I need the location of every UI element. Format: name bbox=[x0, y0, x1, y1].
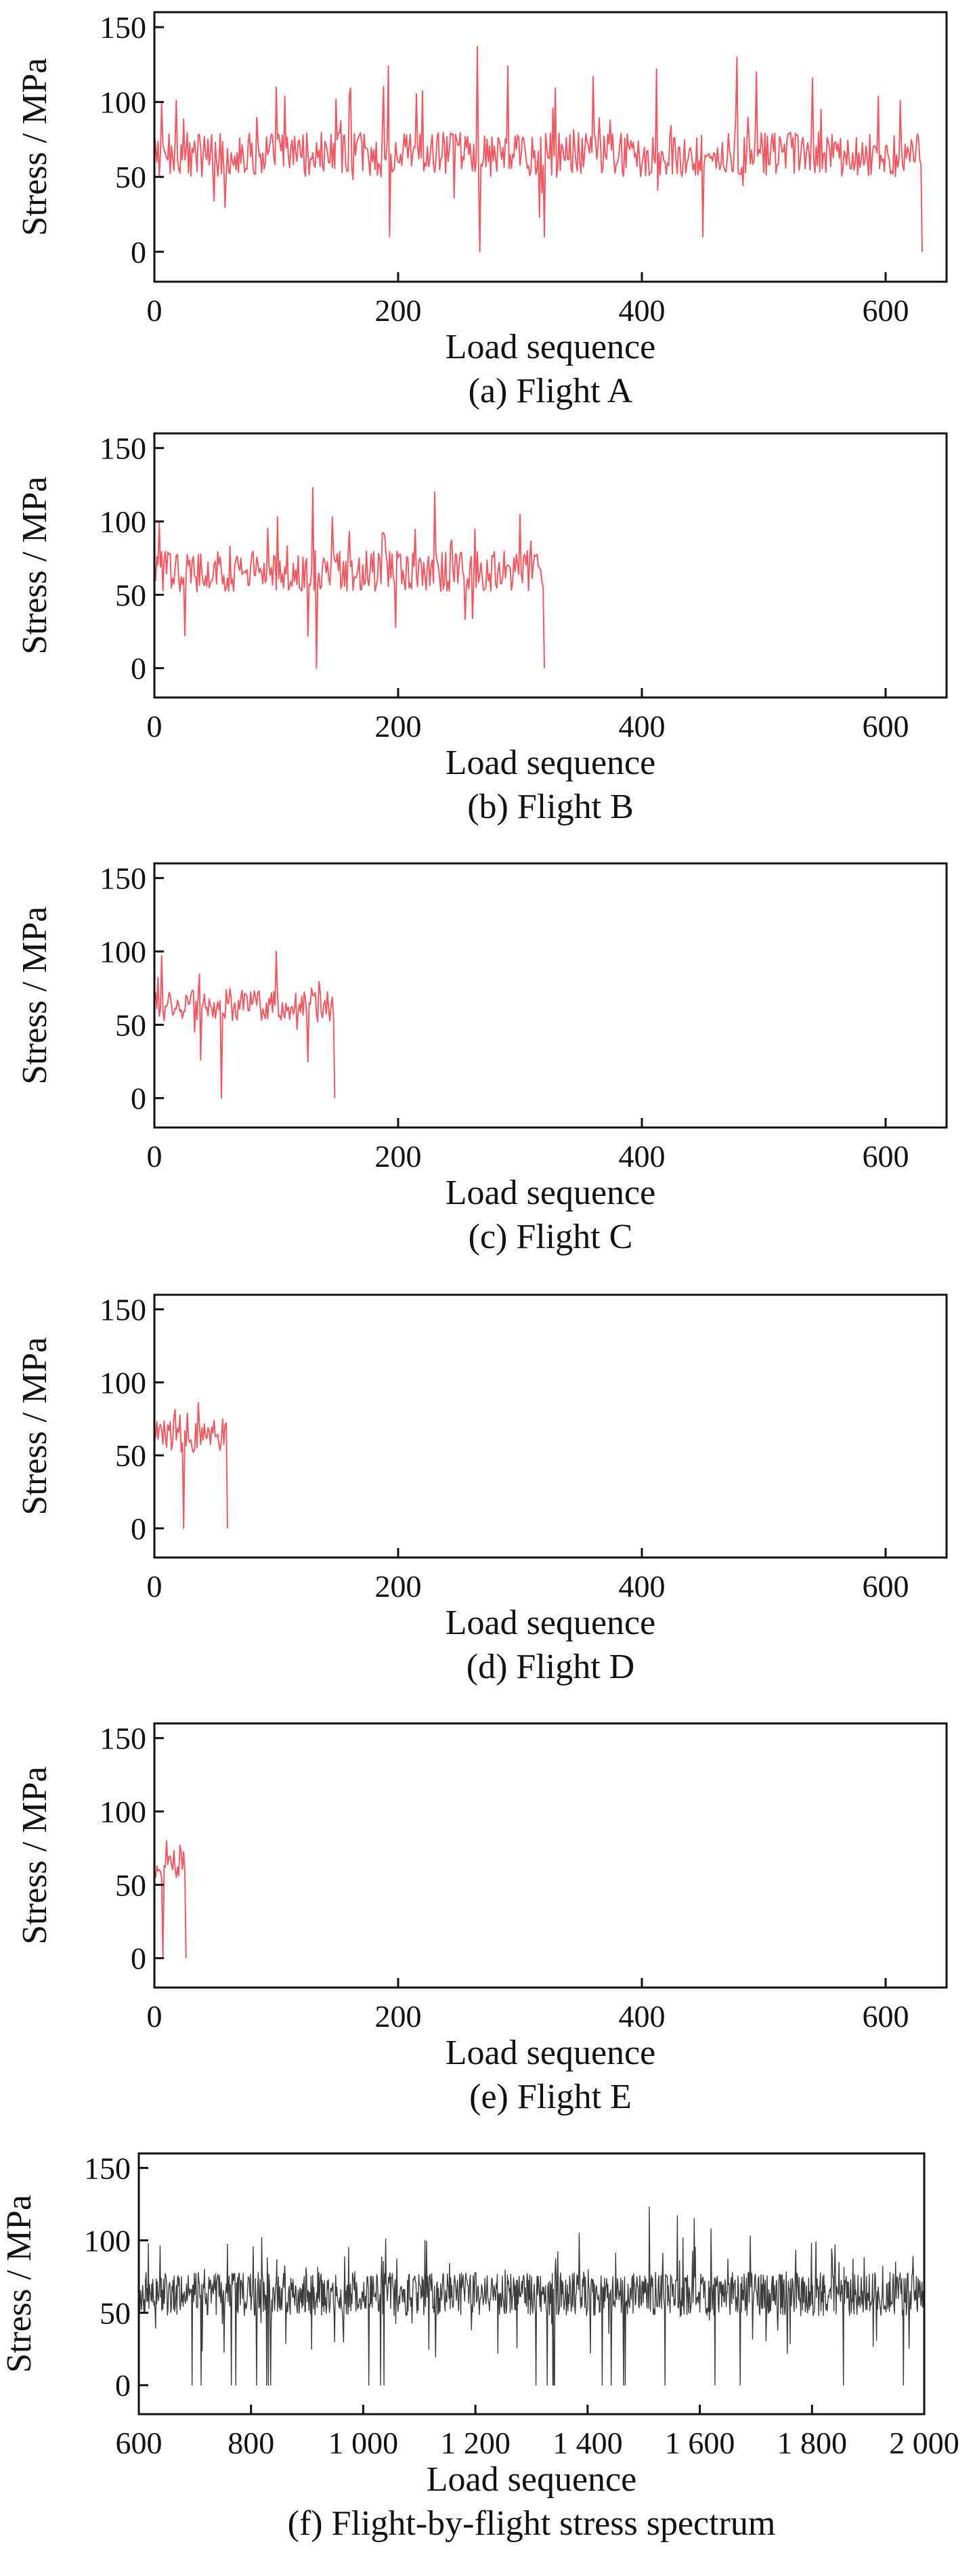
x-tick-label: 0 bbox=[147, 1999, 162, 2034]
y-axis-title: Stress / MPa bbox=[16, 58, 54, 236]
x-tick-label: 800 bbox=[228, 2426, 274, 2460]
x-tick-label: 200 bbox=[375, 293, 422, 328]
x-axis-title: Load sequence bbox=[446, 1174, 655, 1212]
x-tick-label: 400 bbox=[619, 293, 666, 328]
panel-caption: (d) Flight D bbox=[467, 1648, 634, 1686]
x-tick-label: 400 bbox=[619, 1139, 666, 1174]
x-tick-label: 400 bbox=[619, 1999, 666, 2034]
y-tick-label: 100 bbox=[100, 1365, 146, 1400]
y-axis-title: Stress / MPa bbox=[16, 907, 54, 1085]
x-tick-label: 200 bbox=[375, 1139, 422, 1174]
y-tick-label: 100 bbox=[84, 2223, 131, 2258]
x-axis-title: Load sequence bbox=[446, 2034, 655, 2072]
y-tick-label: 0 bbox=[131, 1941, 146, 1976]
y-tick-label: 50 bbox=[115, 160, 146, 194]
plot-frame bbox=[153, 432, 948, 699]
panel-2: 0 200 400 600 0 50 100 150 Load sequence Stress /… bbox=[16, 861, 948, 1256]
x-tick-label: 600 bbox=[116, 2426, 162, 2460]
y-tick-label: 0 bbox=[131, 235, 146, 270]
x-tick-label: 2 000 bbox=[889, 2426, 959, 2460]
panel-5: 600 800 1 000 1 200 1 400 1 600 1 800 2 000 0 50 1… bbox=[0, 2151, 959, 2543]
x-tick-label: 1 000 bbox=[328, 2426, 399, 2460]
panel-3: 0 200 400 600 0 50 100 150 Load sequence Stress /… bbox=[16, 1293, 948, 1686]
panel-0: 0 200 400 600 0 50 100 150 Load sequence Stress /… bbox=[16, 10, 948, 410]
x-tick-label: 200 bbox=[375, 1569, 422, 1604]
series-line bbox=[154, 45, 923, 253]
y-tick-label: 150 bbox=[100, 431, 146, 466]
x-tick-label: 1 800 bbox=[777, 2426, 848, 2460]
plot-frame bbox=[153, 11, 948, 283]
plot-frame bbox=[137, 2152, 926, 2416]
y-tick-label: 0 bbox=[131, 1511, 146, 1546]
y-axis-title: Stress / MPa bbox=[0, 2195, 39, 2373]
x-tick-label: 0 bbox=[147, 293, 162, 328]
y-tick-label: 50 bbox=[115, 1438, 146, 1473]
y-tick-label: 150 bbox=[84, 2151, 131, 2185]
x-tick-label: 1 600 bbox=[665, 2426, 735, 2460]
x-axis-title: Load sequence bbox=[446, 744, 655, 782]
y-tick-label: 150 bbox=[100, 1293, 146, 1327]
x-tick-label: 0 bbox=[147, 709, 162, 744]
panel-1: 0 200 400 600 0 50 100 150 Load sequence Stress /… bbox=[16, 431, 948, 826]
panel-caption: (e) Flight E bbox=[469, 2078, 632, 2116]
x-tick-label: 200 bbox=[375, 709, 422, 744]
y-tick-label: 150 bbox=[100, 10, 146, 45]
y-tick-label: 50 bbox=[115, 1008, 146, 1042]
x-tick-label: 600 bbox=[863, 1139, 909, 1174]
series-line bbox=[154, 1402, 228, 1529]
plot-frame bbox=[153, 862, 948, 1129]
x-axis-title: Load sequence bbox=[446, 1604, 655, 1642]
series-line bbox=[138, 2206, 925, 2386]
x-tick-label: 1 400 bbox=[552, 2426, 623, 2460]
x-tick-label: 600 bbox=[863, 293, 909, 328]
y-axis-title: Stress / MPa bbox=[16, 1337, 54, 1516]
y-tick-label: 100 bbox=[100, 505, 146, 539]
y-tick-label: 0 bbox=[115, 2368, 131, 2403]
x-tick-label: 600 bbox=[863, 1569, 909, 1604]
y-tick-label: 50 bbox=[100, 2296, 131, 2330]
x-tick-label: 400 bbox=[619, 709, 666, 744]
plot-frame bbox=[153, 1293, 948, 1559]
y-tick-label: 100 bbox=[100, 1795, 146, 1829]
y-tick-label: 0 bbox=[131, 1081, 146, 1116]
x-tick-label: 200 bbox=[375, 1999, 422, 2034]
x-tick-label: 600 bbox=[863, 1999, 909, 2034]
y-tick-label: 100 bbox=[100, 85, 146, 120]
panel-4: 0 200 400 600 0 50 100 150 Load sequence Stress /… bbox=[16, 1721, 948, 2116]
x-tick-label: 0 bbox=[147, 1569, 162, 1604]
series-line bbox=[154, 1840, 187, 1959]
y-tick-label: 50 bbox=[115, 1868, 146, 1902]
panel-caption: (f) Flight-by-flight stress spectrum bbox=[288, 2504, 776, 2543]
y-tick-label: 100 bbox=[100, 935, 146, 969]
series-line bbox=[154, 487, 545, 669]
y-tick-label: 150 bbox=[100, 1721, 146, 1756]
y-axis-title: Stress / MPa bbox=[16, 1767, 54, 1945]
x-tick-label: 400 bbox=[619, 1569, 666, 1604]
y-axis-title: Stress / MPa bbox=[16, 477, 54, 655]
x-axis-title: Load sequence bbox=[446, 328, 655, 366]
panel-caption: (b) Flight B bbox=[467, 788, 634, 826]
x-tick-label: 0 bbox=[147, 1139, 162, 1174]
x-tick-label: 600 bbox=[863, 709, 909, 744]
plot-frame bbox=[153, 1722, 948, 1989]
x-axis-title: Load sequence bbox=[427, 2460, 636, 2499]
panel-caption: (a) Flight A bbox=[469, 372, 633, 410]
y-tick-label: 150 bbox=[100, 861, 146, 896]
panel-caption: (c) Flight C bbox=[469, 1218, 633, 1256]
series-line bbox=[154, 951, 336, 1099]
y-tick-label: 50 bbox=[115, 578, 146, 612]
x-tick-label: 1 200 bbox=[440, 2426, 511, 2460]
y-tick-label: 0 bbox=[131, 651, 146, 686]
